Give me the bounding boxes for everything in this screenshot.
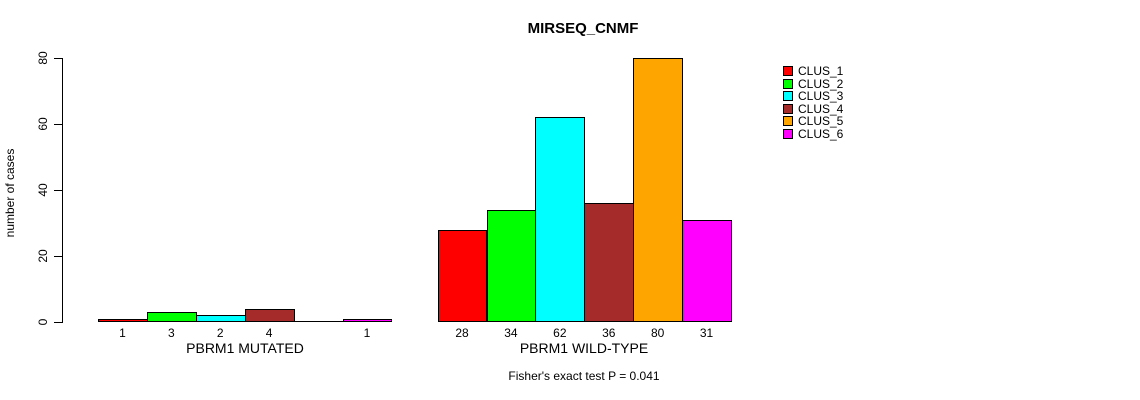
bar-value-label: 4 bbox=[265, 326, 273, 340]
y-axis-tick bbox=[54, 322, 62, 323]
fisher-test-annotation: Fisher's exact test P = 0.041 bbox=[508, 369, 660, 383]
legend-item-clus_4: CLUS_4 bbox=[783, 101, 844, 116]
y-axis-label: number of cases bbox=[3, 148, 17, 238]
bar-zero-clus_5 bbox=[293, 321, 344, 322]
y-axis-tick-label: 20 bbox=[36, 249, 50, 263]
legend-label: CLUS_3 bbox=[798, 89, 844, 104]
legend-swatch-clus_4 bbox=[783, 103, 793, 114]
y-axis-line bbox=[62, 58, 63, 323]
bar-value-label: 80 bbox=[650, 326, 665, 340]
x-axis-group-label-mutated: PBRM1 MUTATED bbox=[186, 340, 304, 356]
bar-clus_2 bbox=[146, 312, 197, 322]
y-axis-tick bbox=[54, 58, 62, 59]
y-axis-tick bbox=[54, 256, 62, 257]
bar-clus_1 bbox=[98, 318, 148, 322]
legend-item-clus_2: CLUS_2 bbox=[783, 76, 844, 91]
bar-clus_3 bbox=[535, 117, 586, 322]
legend-label: CLUS_6 bbox=[798, 127, 844, 141]
bar-value-label: 31 bbox=[699, 326, 714, 340]
bar-clus_4 bbox=[244, 308, 295, 322]
legend-item-clus_3: CLUS_3 bbox=[783, 89, 844, 104]
bar-value-label: 62 bbox=[553, 326, 567, 340]
bar-clus_2 bbox=[486, 209, 537, 322]
y-axis-tick bbox=[54, 124, 62, 125]
bar-value-label: 3 bbox=[168, 326, 175, 340]
legend-swatch-clus_2 bbox=[783, 78, 793, 89]
y-axis-tick-label: 0 bbox=[36, 318, 50, 326]
legend-item-clus_1: CLUS_1 bbox=[783, 64, 844, 78]
legend-item-clus_6: CLUS_6 bbox=[783, 127, 844, 141]
bar-value-label: 1 bbox=[119, 326, 126, 340]
bar-clus_3 bbox=[195, 315, 246, 322]
legend-label: CLUS_2 bbox=[798, 76, 844, 91]
bar-clus_5 bbox=[633, 58, 684, 322]
bar-clus_6 bbox=[342, 318, 393, 322]
legend-item-clus_5: CLUS_5 bbox=[783, 114, 844, 129]
bar-value-label: 34 bbox=[504, 326, 518, 340]
chart-title: MIRSEQ_CNMF bbox=[527, 20, 639, 37]
legend-swatch-clus_3 bbox=[783, 91, 793, 102]
bar-clus_1 bbox=[437, 229, 488, 322]
bar-clus_4 bbox=[584, 203, 635, 322]
y-axis-tick-label: 80 bbox=[36, 51, 50, 65]
legend-swatch-clus_1 bbox=[783, 66, 793, 76]
bar-value-label: 28 bbox=[455, 326, 469, 340]
y-axis-tick bbox=[54, 190, 62, 191]
legend-swatch-clus_6 bbox=[783, 129, 793, 139]
legend-label: CLUS_1 bbox=[798, 64, 844, 78]
bar-clus_6 bbox=[682, 219, 732, 322]
y-axis-tick-label: 60 bbox=[36, 117, 50, 131]
y-axis-tick-label: 40 bbox=[36, 183, 50, 197]
legend-label: CLUS_4 bbox=[798, 101, 844, 116]
bar-value-label: 36 bbox=[602, 326, 616, 340]
legend-swatch-clus_5 bbox=[783, 116, 793, 127]
legend-label: CLUS_5 bbox=[798, 114, 844, 129]
bar-value-label: 2 bbox=[216, 326, 224, 340]
bar-value-label: 1 bbox=[363, 326, 371, 340]
x-axis-group-label-wildtype: PBRM1 WILD-TYPE bbox=[519, 340, 649, 356]
